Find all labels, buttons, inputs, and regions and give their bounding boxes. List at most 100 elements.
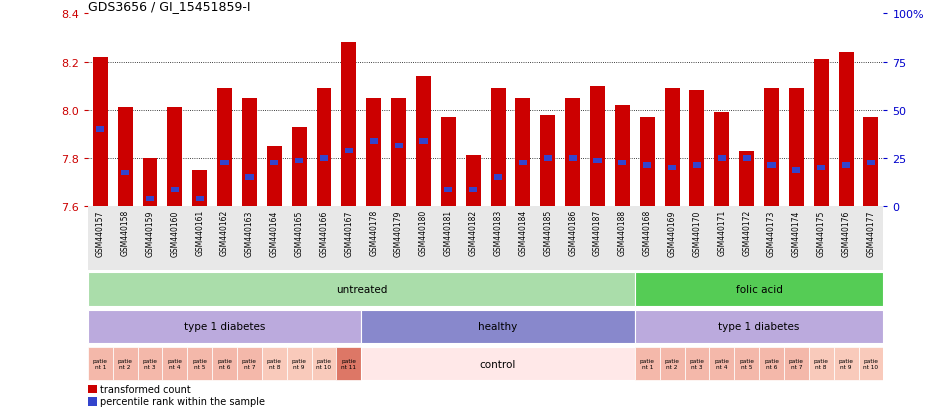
Text: control: control (480, 359, 516, 369)
Bar (640, 118, 655, 206)
Bar (643, 163, 651, 169)
Text: GSM440167: GSM440167 (344, 210, 353, 256)
Text: GSM440158: GSM440158 (120, 210, 130, 256)
Text: percentile rank within the sample: percentile rank within the sample (100, 396, 265, 406)
Bar (569, 156, 576, 161)
Text: GSM440162: GSM440162 (220, 210, 229, 256)
Bar (245, 175, 253, 180)
Text: folic acid: folic acid (735, 285, 783, 294)
Text: untreated: untreated (336, 285, 387, 294)
Bar (146, 197, 154, 202)
Bar (92, 58, 107, 206)
Bar (419, 139, 427, 144)
Bar (684, 347, 709, 380)
Bar (395, 144, 402, 149)
Text: GSM440174: GSM440174 (792, 210, 801, 256)
Bar (793, 168, 800, 173)
Text: patie
nt 5: patie nt 5 (739, 358, 754, 369)
Bar (864, 118, 879, 206)
Bar (739, 151, 754, 206)
Bar (635, 273, 883, 306)
Bar (594, 158, 601, 164)
Text: GSM440180: GSM440180 (419, 210, 428, 256)
Bar (320, 156, 328, 161)
Bar (519, 161, 527, 166)
Text: GSM440184: GSM440184 (518, 210, 527, 256)
Bar (196, 197, 204, 202)
Text: GSM440181: GSM440181 (444, 210, 453, 256)
Bar (764, 89, 779, 206)
Bar (635, 310, 883, 343)
Bar (370, 139, 377, 144)
Bar (668, 166, 676, 171)
Text: patie
nt 8: patie nt 8 (814, 358, 829, 369)
Bar (743, 156, 751, 161)
Text: type 1 diabetes: type 1 diabetes (184, 322, 265, 332)
Text: patie
nt 8: patie nt 8 (266, 358, 282, 369)
Bar (664, 89, 680, 206)
Text: patie
nt 2: patie nt 2 (664, 358, 680, 369)
Bar (814, 60, 829, 206)
Bar (341, 43, 356, 206)
Bar (242, 98, 257, 206)
Bar (714, 113, 729, 206)
Text: patie
nt 7: patie nt 7 (789, 358, 804, 369)
Bar (88, 273, 635, 306)
Text: patie
nt 3: patie nt 3 (689, 358, 705, 369)
Text: patie
nt 1: patie nt 1 (640, 358, 655, 369)
Text: GDS3656 / GI_15451859-I: GDS3656 / GI_15451859-I (88, 0, 251, 13)
Text: GSM440166: GSM440166 (319, 210, 328, 256)
Text: patie
nt 6: patie nt 6 (764, 358, 779, 369)
Bar (465, 156, 481, 206)
Bar (615, 106, 630, 206)
Text: patie
nt 3: patie nt 3 (142, 358, 157, 369)
Text: patie
nt 4: patie nt 4 (714, 358, 729, 369)
Bar (262, 347, 287, 380)
Text: GSM440168: GSM440168 (643, 210, 652, 256)
Text: GSM440165: GSM440165 (295, 210, 303, 256)
Bar (515, 98, 530, 206)
Text: healthy: healthy (478, 322, 518, 332)
Bar (540, 115, 555, 206)
Bar (345, 149, 353, 154)
Bar (808, 347, 833, 380)
Bar (494, 175, 502, 180)
Text: GSM440186: GSM440186 (568, 210, 577, 256)
Bar (287, 347, 312, 380)
Bar (635, 347, 660, 380)
Bar (187, 347, 212, 380)
Bar (718, 156, 726, 161)
Text: GSM440175: GSM440175 (817, 210, 826, 256)
Text: patie
nt 1: patie nt 1 (92, 358, 108, 369)
Text: patie
nt 10: patie nt 10 (863, 358, 879, 369)
Text: patie
nt 6: patie nt 6 (217, 358, 232, 369)
Bar (734, 347, 759, 380)
Bar (842, 163, 850, 169)
Bar (544, 156, 552, 161)
Bar (689, 91, 705, 206)
Bar (590, 86, 605, 206)
Text: GSM440164: GSM440164 (270, 210, 278, 256)
Bar (441, 118, 456, 206)
Text: patie
nt 5: patie nt 5 (192, 358, 207, 369)
Text: GSM440159: GSM440159 (145, 210, 154, 256)
Bar (362, 347, 635, 380)
Text: GSM440177: GSM440177 (867, 210, 875, 256)
Bar (312, 347, 337, 380)
Bar (217, 89, 232, 206)
Bar (693, 163, 701, 169)
Bar (768, 163, 775, 169)
Text: GSM440160: GSM440160 (170, 210, 179, 256)
Bar (366, 98, 381, 206)
Text: patie
nt 10: patie nt 10 (316, 358, 331, 369)
Bar (416, 77, 431, 206)
Bar (138, 347, 163, 380)
Bar (88, 347, 113, 380)
Text: transformed count: transformed count (100, 384, 191, 394)
Text: patie
nt 4: patie nt 4 (167, 358, 182, 369)
Text: GSM440183: GSM440183 (494, 210, 502, 256)
Text: GSM440171: GSM440171 (717, 210, 726, 256)
Bar (270, 161, 278, 166)
Bar (167, 108, 182, 206)
Text: GSM440163: GSM440163 (245, 210, 254, 256)
